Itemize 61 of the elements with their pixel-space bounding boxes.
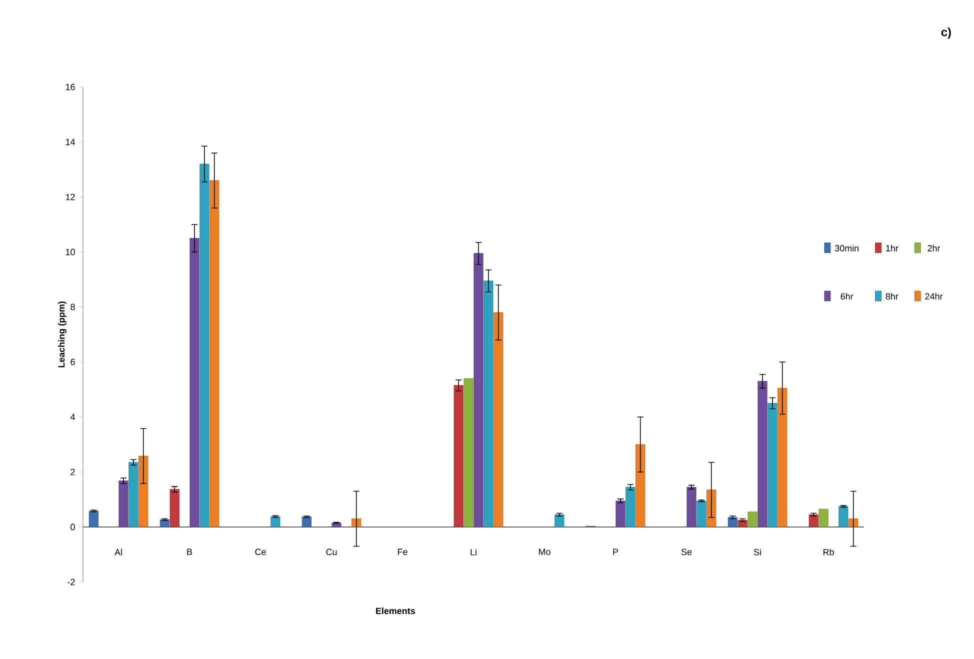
bar: [190, 238, 200, 528]
x-tick-label: Mo: [539, 548, 550, 556]
bar: [454, 385, 464, 528]
bar: [270, 516, 280, 528]
x-tick-label: Cu: [326, 548, 337, 556]
y-tick-label: 4: [70, 414, 75, 420]
bar: [118, 480, 128, 528]
y-tick-label: 2: [70, 468, 75, 476]
bar: [210, 180, 220, 528]
y-tick-label: 6: [70, 358, 75, 366]
text: c): [941, 28, 951, 39]
bar: [170, 489, 180, 528]
bar: [748, 512, 758, 528]
x-tick-label: Si: [754, 548, 761, 556]
legend-label: 24hr: [925, 293, 943, 300]
legend-label: 30min: [834, 244, 858, 252]
bar: [768, 403, 778, 528]
y-tick-label: 12: [66, 194, 75, 200]
x-tick-label: B: [187, 548, 192, 555]
x-tick-label: Fe: [398, 548, 408, 556]
bar: [464, 378, 474, 528]
y-tick-label: 8: [70, 304, 75, 310]
y-tick-label: 0: [70, 524, 75, 530]
x-tick-label: Al: [114, 548, 122, 556]
bar: [636, 444, 646, 528]
bar: [686, 486, 696, 528]
bar: [808, 514, 818, 528]
bar: [302, 516, 312, 528]
x-tick-label: Li: [470, 548, 476, 556]
legend-label: 1hr: [886, 244, 898, 252]
bar: [758, 381, 768, 528]
x-axis-title: Elements: [376, 608, 415, 614]
y-tick-label: 14: [66, 138, 75, 146]
legend-label: 6hr: [840, 293, 854, 300]
bar: [728, 517, 738, 528]
bar: [494, 312, 504, 528]
bar: [160, 519, 170, 528]
bar: [200, 164, 210, 528]
bar: [626, 486, 636, 528]
x-tick-label: Rb: [824, 548, 834, 556]
y-axis-title: Leaching (ppm): [58, 302, 66, 368]
legend-label: 8hr: [886, 293, 898, 300]
bar: [616, 500, 626, 528]
y-tick-label: 10: [66, 248, 75, 256]
bar: [778, 388, 788, 528]
bar: [128, 462, 138, 528]
x-tick-label: Ce: [255, 548, 266, 556]
bar: [554, 514, 564, 528]
y-tick-label: -2: [68, 578, 75, 586]
bar: [88, 510, 98, 528]
legend-label: 2hr: [928, 244, 940, 252]
x-tick-label: P: [613, 548, 618, 555]
bar: [484, 280, 494, 528]
bar: [818, 508, 828, 528]
bar: [138, 456, 148, 528]
bar: [706, 490, 716, 528]
y-tick-label: 16: [66, 84, 75, 90]
x-tick-label: Se: [681, 548, 692, 556]
bar: [838, 506, 848, 528]
bar: [474, 253, 484, 528]
bar: [696, 500, 706, 528]
